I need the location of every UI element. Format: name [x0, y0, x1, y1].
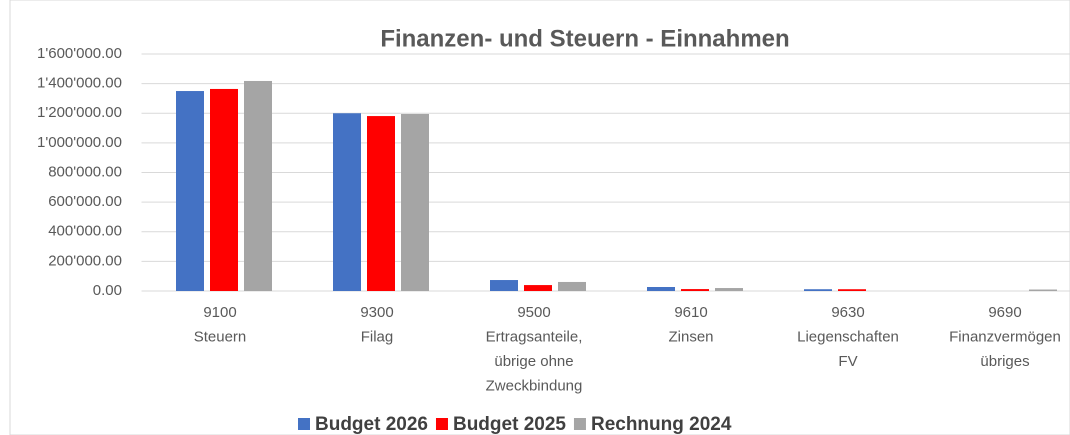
- bar: [333, 113, 361, 291]
- bar: [210, 88, 238, 292]
- bar: [524, 285, 552, 291]
- bar: [176, 91, 204, 291]
- bar: [715, 288, 743, 291]
- y-tick-label: 200'000.00: [48, 252, 122, 269]
- legend-label: Budget 2025: [453, 414, 566, 435]
- bar: [1029, 289, 1057, 291]
- x-tick-label: 9300 Filag: [360, 304, 393, 346]
- y-tick-label: 1'400'000.00: [37, 75, 122, 92]
- y-tick-label: 600'000.00: [48, 193, 122, 210]
- bar: [367, 116, 395, 291]
- y-tick-label: 800'000.00: [48, 163, 122, 180]
- legend-label: Budget 2026: [315, 414, 428, 435]
- y-tick-label: 0.00: [93, 282, 122, 299]
- bar: [647, 287, 675, 291]
- legend-swatch: [435, 418, 448, 430]
- x-tick-label: 9500 Ertragsanteile, übrige ohne Zweckbindu…: [486, 304, 583, 395]
- bar: [804, 289, 832, 291]
- x-tick-label: 9690 Finanzvermögen übriges: [949, 304, 1061, 370]
- bar: [558, 281, 586, 291]
- legend-label: Rechnung 2024: [591, 414, 732, 435]
- y-tick-label: 400'000.00: [48, 223, 122, 240]
- x-tick-label: 9630 Liegenschaften FV: [797, 304, 899, 370]
- chart-frame: [9, 0, 1070, 435]
- bar: [244, 80, 272, 292]
- bar: [490, 280, 518, 291]
- y-tick-label: 1'200'000.00: [37, 104, 122, 121]
- bar: [838, 289, 866, 291]
- bar: [401, 113, 429, 291]
- bar: [681, 289, 709, 291]
- x-tick-label: 9100 Steuern: [194, 304, 247, 346]
- y-tick-label: 1'600'000.00: [37, 45, 122, 62]
- y-tick-label: 1'000'000.00: [37, 134, 122, 151]
- chart-title: Finanzen- und Steuern - Einnahmen: [380, 25, 789, 52]
- legend-swatch: [298, 418, 310, 430]
- legend-swatch: [573, 418, 586, 430]
- x-tick-label: 9610 Zinsen: [668, 304, 713, 346]
